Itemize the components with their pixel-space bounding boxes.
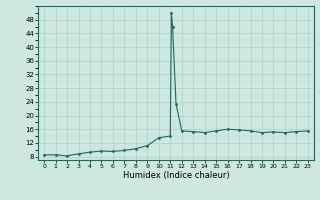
X-axis label: Humidex (Indice chaleur): Humidex (Indice chaleur) xyxy=(123,171,229,180)
